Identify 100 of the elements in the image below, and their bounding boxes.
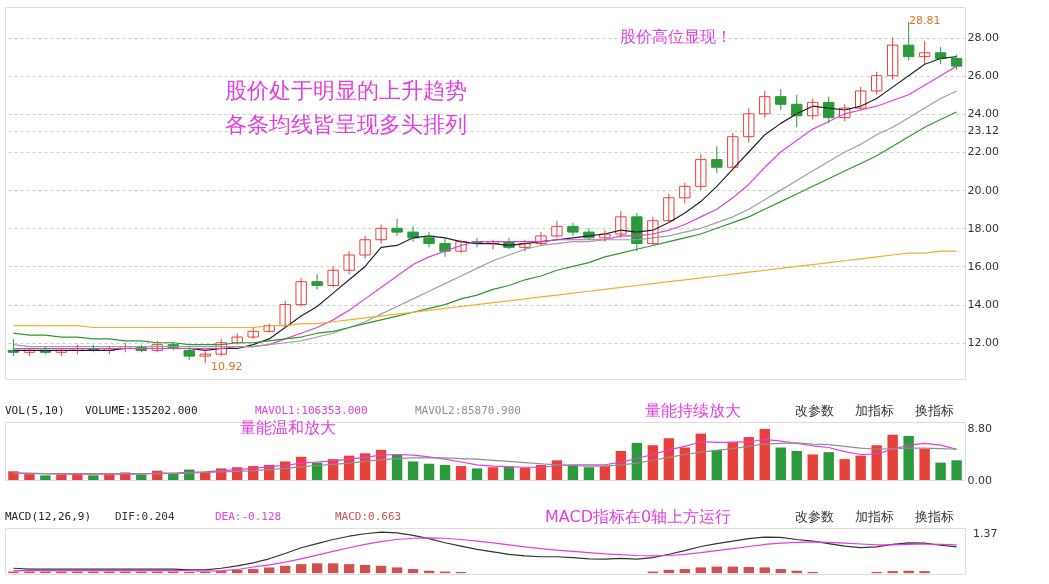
- bar: [359, 564, 371, 574]
- candlestick: [950, 54, 963, 71]
- bar: [391, 567, 403, 574]
- candlestick: [295, 277, 307, 308]
- y-tick-label: 20.00: [967, 183, 999, 197]
- candlestick: [247, 326, 259, 340]
- y-tick-label: 8.80: [967, 422, 992, 436]
- text: MACD:0.663: [335, 510, 402, 523]
- bar: [887, 434, 898, 480]
- text: 换指标: [915, 509, 954, 524]
- candlestick: [870, 71, 883, 96]
- bar: [439, 464, 451, 480]
- bar: [279, 565, 291, 574]
- bar: [919, 448, 930, 480]
- y-tick-label: 23.12: [967, 124, 999, 138]
- bar: [791, 451, 802, 480]
- bar: [951, 460, 962, 480]
- text: DEA:-0.128: [215, 510, 282, 523]
- annotation: 10.92: [211, 360, 243, 373]
- bar: [807, 454, 818, 480]
- y-tick-label: 12.00: [967, 336, 999, 350]
- text: MAVOL1:106353.000: [255, 404, 368, 417]
- bar: [935, 462, 946, 480]
- bar: [407, 569, 419, 574]
- bar: [887, 571, 898, 574]
- candlestick: [663, 193, 675, 224]
- candlestick: [199, 349, 211, 364]
- chart-title: VOL(5,10): [5, 404, 65, 417]
- candlestick: [359, 235, 371, 260]
- bar: [743, 437, 754, 480]
- y-tick-label: 0.00: [967, 473, 992, 487]
- text: 改参数: [795, 403, 834, 418]
- bar: [759, 428, 770, 480]
- y-tick-label: 24.00: [967, 107, 999, 121]
- bar: [679, 569, 691, 574]
- bar: [743, 567, 754, 574]
- candlestick: [743, 107, 755, 143]
- text: VOLUME:135202.000: [85, 404, 198, 417]
- bar: [487, 467, 499, 480]
- candlestick: [391, 218, 403, 237]
- bar: [759, 567, 770, 574]
- text: 改参数: [795, 509, 834, 524]
- bar: [775, 569, 786, 574]
- text: 加指标: [855, 509, 894, 524]
- bar: [775, 447, 786, 480]
- y-tick-label: 16.00: [967, 259, 999, 273]
- bar: [519, 467, 531, 480]
- bar: [599, 466, 611, 480]
- bar: [823, 452, 834, 480]
- text: DIF:0.204: [115, 510, 175, 523]
- bar: [216, 571, 227, 574]
- bar: [871, 445, 882, 480]
- bar: [423, 463, 435, 480]
- bar: [503, 466, 515, 480]
- bar: [711, 449, 722, 480]
- bar: [248, 569, 259, 574]
- candlestick: [423, 231, 435, 248]
- candlestick: [854, 86, 867, 111]
- candlestick: [343, 250, 355, 275]
- annotation: 量能温和放大: [240, 418, 336, 437]
- bar: [695, 433, 707, 480]
- y-tick-label: 14.00: [967, 298, 999, 312]
- bar: [263, 567, 275, 574]
- candlestick: [727, 132, 739, 172]
- bar: [839, 459, 850, 480]
- annotation: 各条均线皆呈现多头排列: [225, 112, 467, 137]
- text: 换指标: [915, 403, 954, 418]
- bar: [56, 474, 67, 480]
- bar: [375, 565, 387, 574]
- text: MAVOL2:85870.900: [415, 404, 521, 417]
- annotation: 股价高位显现！: [620, 27, 732, 46]
- bar: [455, 466, 467, 480]
- text: 1.37: [973, 527, 998, 540]
- candlestick: [695, 153, 707, 191]
- text: MACD指标在0轴上方运行: [545, 507, 732, 526]
- bar: [168, 473, 179, 480]
- bar: [679, 447, 691, 480]
- bar: [583, 467, 595, 480]
- bar: [40, 475, 51, 480]
- bar: [695, 567, 707, 574]
- bar: [327, 563, 339, 574]
- bar: [407, 461, 419, 480]
- candlestick: [183, 346, 195, 361]
- bar: [855, 455, 866, 480]
- candlestick: [918, 40, 931, 65]
- bar: [391, 454, 403, 480]
- text: 加指标: [855, 403, 894, 418]
- candlestick: [886, 37, 899, 80]
- candlestick: [679, 182, 691, 204]
- bar: [919, 571, 930, 574]
- candlestick: [551, 220, 563, 239]
- bar: [471, 468, 483, 480]
- bar: [295, 564, 307, 574]
- bar: [663, 438, 675, 480]
- candlestick: [711, 145, 723, 174]
- candlestick: [775, 88, 787, 111]
- y-tick-label: 26.00: [967, 69, 999, 83]
- bar: [903, 435, 914, 480]
- candlestick: [311, 273, 323, 290]
- bar: [24, 474, 35, 480]
